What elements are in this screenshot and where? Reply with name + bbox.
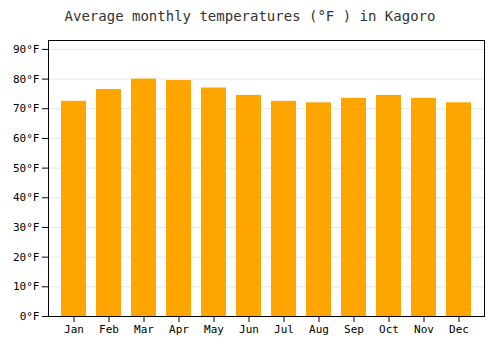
svg-text:0°F: 0°F: [20, 310, 40, 323]
svg-text:50°F: 50°F: [13, 162, 40, 175]
svg-text:Jun: Jun: [239, 323, 259, 336]
svg-text:Nov: Nov: [414, 323, 434, 336]
html-text:Average monthly temperatures (: Average monthly temperatures (°F ) in Ka…: [64, 8, 436, 24]
svg-text:Jan: Jan: [64, 323, 84, 336]
svg-text:60°F: 60°F: [13, 132, 40, 145]
svg-text:70°F: 70°F: [13, 102, 40, 115]
svg-text:90°F: 90°F: [13, 43, 40, 56]
svg-text:Mar: Mar: [134, 323, 154, 336]
svg-text:30°F: 30°F: [13, 221, 40, 234]
svg-text:Oct: Oct: [379, 323, 399, 336]
svg-text:Dec: Dec: [449, 323, 469, 336]
svg-text:20°F: 20°F: [13, 251, 40, 264]
svg-text:Aug: Aug: [309, 323, 329, 336]
svg-text:40°F: 40°F: [13, 191, 40, 204]
svg-text:May: May: [204, 323, 224, 336]
svg-text:Sep: Sep: [344, 323, 364, 336]
svg-text:Feb: Feb: [99, 323, 119, 336]
svg-text:Apr: Apr: [169, 323, 189, 336]
svg-text:80°F: 80°F: [13, 73, 40, 86]
svg-text:Jul: Jul: [274, 323, 294, 336]
svg-text:10°F: 10°F: [13, 280, 40, 293]
